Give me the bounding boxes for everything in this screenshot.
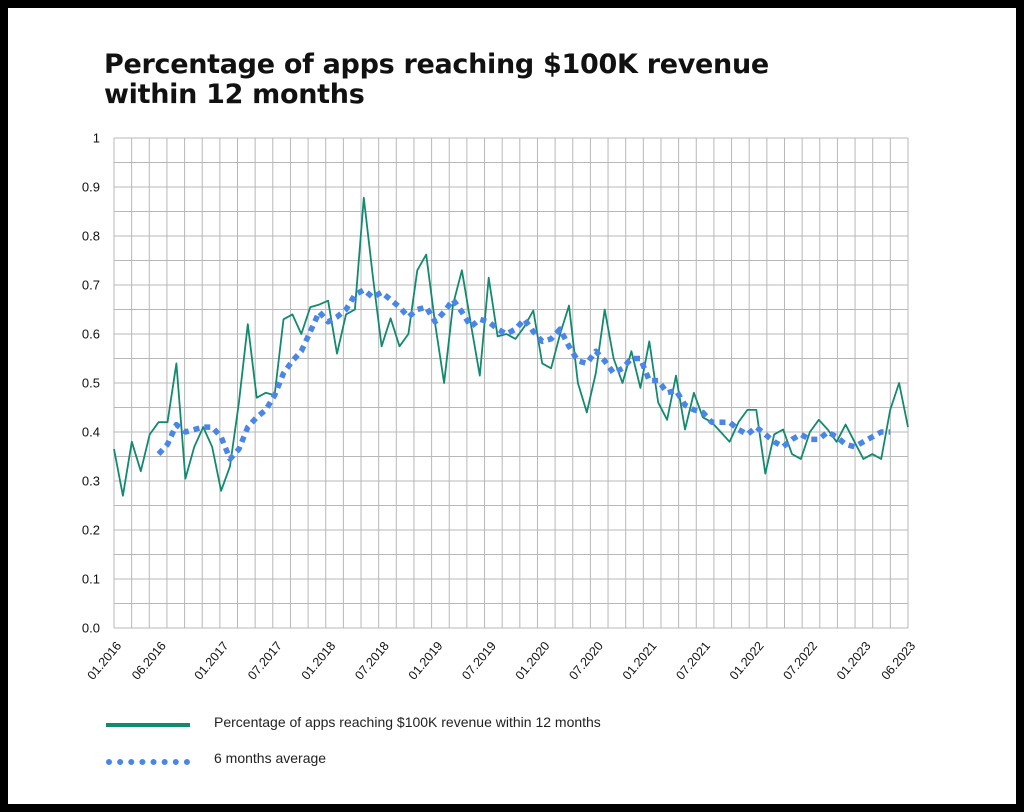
chart-title: Percentage of apps reaching $100K revenu… xyxy=(104,49,769,110)
x-tick-label: 07.2021 xyxy=(673,639,713,683)
legend-item-average: 6 months average xyxy=(104,748,704,770)
legend-label-revenue: Percentage of apps reaching $100K revenu… xyxy=(214,714,601,730)
y-tick-label: 0.9 xyxy=(82,180,100,195)
x-tick-label: 01.2023 xyxy=(834,639,874,683)
x-axis-ticks: 01.2016 06.2016 01.2017 07.2017 01.2018 07.20… xyxy=(85,639,919,683)
legend-swatch-solid-line xyxy=(106,723,190,727)
x-tick-label: 06.2016 xyxy=(129,639,169,683)
legend-swatch-dotted-line xyxy=(106,759,190,765)
x-tick-label: 01.2022 xyxy=(727,639,767,683)
x-tick-label: 07.2017 xyxy=(245,639,285,683)
x-tick-label: 01.2018 xyxy=(299,639,339,683)
y-tick-label: 0.8 xyxy=(82,229,100,244)
series-line-average xyxy=(156,287,891,462)
y-tick-label: 0.0 xyxy=(82,621,100,636)
gridlines xyxy=(113,137,909,629)
x-tick-label: 01.2017 xyxy=(192,639,232,683)
y-tick-label: 0.3 xyxy=(82,474,100,489)
x-tick-label: 07.2018 xyxy=(352,639,392,683)
y-tick-label: 0.2 xyxy=(82,523,100,538)
y-tick-label: 0.5 xyxy=(82,376,100,391)
legend-item-revenue: Percentage of apps reaching $100K revenu… xyxy=(104,712,704,734)
x-tick-label: 01.2020 xyxy=(513,639,553,683)
y-tick-label: 0.4 xyxy=(82,425,100,440)
x-tick-label: 06.2023 xyxy=(879,639,919,683)
x-tick-label: 01.2016 xyxy=(85,639,125,683)
y-tick-label: 0.7 xyxy=(82,278,100,293)
chart-card xyxy=(8,8,1016,804)
y-tick-label: 0.6 xyxy=(82,327,100,342)
series-line-revenue xyxy=(113,196,909,497)
x-tick-label: 07.2019 xyxy=(459,639,499,683)
y-tick-label: 1 xyxy=(93,131,100,146)
y-tick-label: 0.1 xyxy=(82,572,100,587)
x-tick-label: 01.2019 xyxy=(406,639,446,683)
legend-label-average: 6 months average xyxy=(214,750,327,766)
x-tick-label: 07.2022 xyxy=(780,639,820,683)
x-tick-label: 01.2021 xyxy=(620,639,660,683)
series-layer xyxy=(113,196,909,497)
y-axis-ticks: 0.0 0.1 0.2 0.3 0.4 0.5 0.6 0.7 0.8 0.9 1 xyxy=(82,131,100,636)
x-tick-label: 07.2020 xyxy=(566,639,606,683)
